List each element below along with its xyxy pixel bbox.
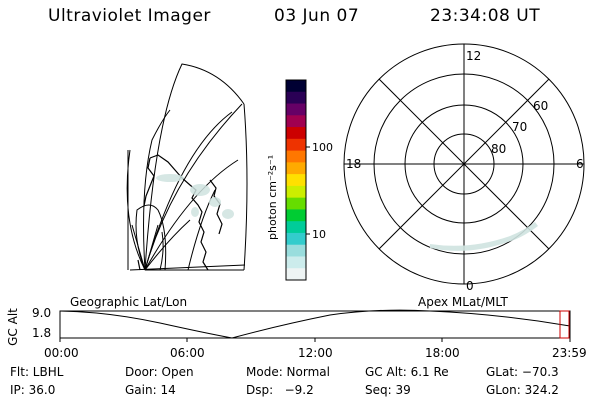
- colorbar-swatch: [286, 174, 306, 187]
- apex-label: Apex MLat/MLT: [418, 295, 508, 309]
- ring-label-60: 60: [533, 99, 548, 113]
- colorbar-swatches: [286, 80, 306, 281]
- glon-status: GLon: 324.2: [486, 383, 559, 397]
- mode-status: Mode: Normal: [246, 365, 330, 379]
- seq-status: Seq: 39: [365, 383, 411, 397]
- altitude-y-tick-high: 9.0: [32, 306, 52, 320]
- mlt-label-0: 0: [466, 279, 474, 293]
- colorbar-swatch: [286, 209, 306, 222]
- time-tick-1: 06:00: [170, 346, 205, 360]
- polar-diagonal-2: [378, 78, 550, 250]
- instrument-title: Ultraviolet Imager: [48, 6, 211, 26]
- colorbar-swatch: [286, 150, 306, 163]
- geographic-map: [126, 63, 248, 271]
- colorbar-swatch: [286, 244, 306, 257]
- colorbar-swatch: [286, 115, 306, 128]
- colorbar-swatch: [286, 103, 306, 116]
- filter-status: Flt: LBHL: [10, 365, 64, 379]
- colorbar-swatch: [286, 80, 306, 93]
- door-status: Door: Open: [125, 365, 194, 379]
- ring-label-80: 80: [491, 142, 506, 156]
- colorbar-swatch: [286, 232, 306, 246]
- time-tick-0: 00:00: [44, 346, 79, 360]
- colorbar-label-100: 100: [312, 141, 333, 154]
- colorbar-swatch: [286, 221, 306, 234]
- observation-date: 03 Jun 07: [274, 6, 360, 26]
- colorbar-swatch: [286, 138, 306, 152]
- geographic-label: Geographic Lat/Lon: [70, 295, 188, 309]
- colorbar-swatch: [286, 91, 306, 105]
- mlt-label-12: 12: [466, 49, 481, 63]
- gain-status: Gain: 14: [125, 383, 176, 397]
- time-tick-4: 23:59: [552, 346, 587, 360]
- colorbar-unit-label: photon cm⁻²s⁻¹: [266, 155, 279, 240]
- aurora-glow-geographic: [156, 174, 234, 219]
- dsp-status: Dsp: −9.2: [246, 383, 314, 397]
- altitude-axis-label: GC Alt: [5, 308, 20, 346]
- altitude-plot: [59, 309, 571, 342]
- ring-label-70: 70: [512, 120, 527, 134]
- time-tick-3: 18:00: [425, 346, 460, 360]
- observation-time: 23:34:08 UT: [430, 6, 541, 26]
- ip-status: IP: 36.0: [10, 383, 56, 397]
- polar-labels: 60 70 80 12 18 6 0: [346, 49, 584, 293]
- colorbar-swatch: [286, 268, 306, 281]
- gc-alt-status: GC Alt: 6.1 Re: [365, 365, 449, 379]
- colorbar-swatch: [286, 185, 306, 199]
- colorbar-swatch: [286, 256, 306, 269]
- colorbar: 100 10 photon cm⁻²s⁻¹: [266, 79, 333, 281]
- aurora-glow-polar: [430, 222, 538, 251]
- altitude-curve: [59, 309, 571, 339]
- altitude-y-tick-low: 1.8: [32, 326, 52, 340]
- altitude-plot-frame: [59, 310, 571, 339]
- colorbar-label-10: 10: [312, 228, 326, 241]
- time-tick-2: 12:00: [298, 346, 333, 360]
- glat-status: GLat: −70.3: [486, 365, 559, 379]
- colorbar-swatch: [286, 197, 306, 210]
- current-time-marker: [559, 310, 570, 339]
- colorbar-swatch: [286, 127, 306, 140]
- colorbar-swatch: [286, 162, 306, 175]
- polar-plot: [343, 43, 585, 285]
- coastline: [137, 154, 223, 271]
- mlt-label-6: 6: [576, 157, 584, 171]
- mlt-label-18: 18: [346, 157, 361, 171]
- colorbar-frame: [285, 79, 307, 281]
